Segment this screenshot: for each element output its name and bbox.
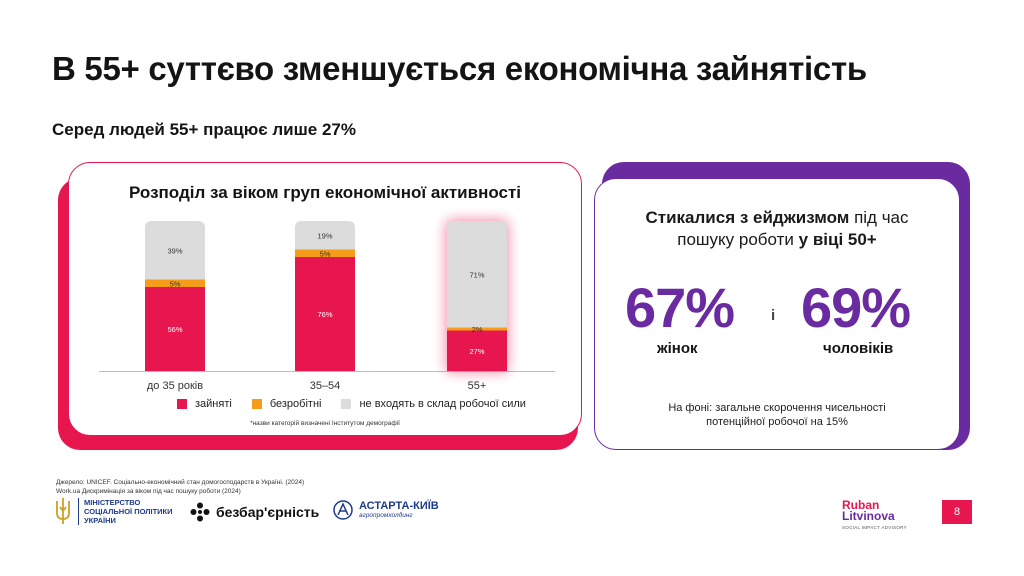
- legend-swatch-inactive: [341, 399, 352, 409]
- bar-segment-1-0: [145, 279, 205, 287]
- legend-swatch-employed: [177, 399, 187, 409]
- astarta-text: АСТАРТА-КИЇВ агропромхолдинг: [359, 500, 439, 520]
- women-label: жінок: [657, 340, 698, 357]
- bar-label-0-1: 76%: [317, 310, 332, 319]
- women-percent: 67%: [625, 276, 735, 339]
- bar-segment-1-1: [295, 249, 355, 257]
- men-percent: 69%: [801, 276, 911, 339]
- legend-item-unemployed: безробітні: [251, 398, 322, 410]
- bar-segment-2-2: [447, 221, 507, 328]
- men-label: чоловіків: [823, 340, 894, 357]
- chart-card: Розподіл за віком груп економічної актив…: [68, 162, 582, 436]
- background-note: На фоні: загальне скорочення чисельності…: [595, 401, 959, 429]
- page-subtitle: Серед людей 55+ працює лише 27%: [52, 120, 356, 139]
- astarta-emblem-icon: [333, 500, 353, 520]
- ministry-logo: МІНІСТЕРСТВО СОЦІАЛЬНОЇ ПОЛІТИКИ УКРАЇНИ: [54, 497, 173, 525]
- ministry-line-2: СОЦІАЛЬНОЇ ПОЛІТИКИ: [84, 506, 173, 516]
- ministry-name: МІНІСТЕРСТВО СОЦІАЛЬНОЇ ПОЛІТИКИ УКРАЇНИ: [78, 497, 173, 525]
- source-line-2: Work.ua Дискримінація за віком під час п…: [56, 488, 241, 495]
- bar-label-2-0: 39%: [167, 246, 182, 255]
- bar-segment-1-2: [447, 327, 507, 331]
- legend-item-employed: зайняті: [177, 398, 232, 410]
- legend-label-unemployed: безробітні: [269, 398, 322, 410]
- chart-legend: зайняті безробітні не входять в склад ро…: [177, 398, 526, 410]
- chart-footnote: *назви категорій визначені Інститутом де…: [250, 420, 400, 427]
- ruban-litvinova-logo: Ruban Litvinova SOCIAL IMPACT ADVISORY: [842, 498, 907, 533]
- astarta-sub-text: агропромхолдинг: [359, 512, 413, 519]
- bar-label-0-0: 56%: [167, 325, 182, 334]
- category-label-1: 35–54: [310, 380, 341, 392]
- bar-segment-2-0: [145, 221, 205, 280]
- bezbariernist-logo: безбар'єрність: [190, 502, 319, 522]
- bar-label-1-1: 5%: [320, 249, 331, 258]
- astarta-logo: АСТАРТА-КИЇВ агропромхолдинг: [333, 500, 439, 520]
- bar-label-1-2: 2%: [472, 325, 483, 334]
- ministry-line-1: МІНІСТЕРСТВО: [84, 497, 141, 507]
- bar-label-1-0: 5%: [170, 279, 181, 288]
- ageism-heading-bold-1: Стикалися з ейджизмом: [645, 208, 850, 227]
- rl-line-1: Ruban: [842, 498, 880, 512]
- ageism-heading-text-1: під час: [849, 208, 909, 227]
- category-label-2: 55+: [468, 380, 487, 392]
- bar-segment-0-1: [295, 257, 355, 371]
- bar-stack-0: [145, 221, 205, 371]
- chart-title: Розподіл за віком груп економічної актив…: [129, 183, 521, 202]
- ageism-card: Стикалися з ейджизмом під час пошуку роб…: [594, 178, 960, 450]
- category-label-0: до 35 років: [147, 380, 203, 392]
- background-note-line-2: потенційної робочої на 15%: [706, 416, 848, 428]
- bar-segment-2-1: [295, 221, 355, 250]
- ageism-heading-bold-2: у віці 50+: [798, 230, 877, 249]
- bar-label-0-2: 27%: [469, 347, 484, 356]
- legend-item-inactive: не входять в склад робочої сили: [341, 398, 526, 410]
- legend-swatch-unemployed: [251, 399, 262, 409]
- ministry-line-3: УКРАЇНИ: [84, 515, 116, 525]
- astarta-main-text: АСТАРТА-КИЇВ: [359, 500, 439, 512]
- stacked-bar-chart: 56% 5% 39% до 35 років 76% 5% 19% 35–54 27% 2% 71%…: [99, 219, 555, 392]
- legend-label-employed: зайняті: [195, 398, 232, 410]
- rl-line-2: Litvinova: [842, 509, 895, 523]
- ageism-heading-text-2: пошуку роботи: [677, 230, 799, 249]
- rl-line-3: SOCIAL IMPACT ADVISORY: [842, 525, 907, 530]
- trident-icon: [56, 498, 70, 524]
- bar-stack-1: [295, 221, 355, 371]
- legend-label-inactive: не входять в склад робочої сили: [359, 398, 526, 410]
- and-label: і: [771, 307, 776, 324]
- source-line-1: Джерело: UNICEF. Соціально-економічний с…: [56, 479, 305, 486]
- page-number: 8: [942, 500, 972, 524]
- page-title: В 55+ суттєво зменшується економічна зай…: [52, 50, 867, 87]
- bar-label-2-2: 71%: [469, 270, 484, 279]
- bar-segment-0-0: [145, 287, 205, 371]
- bar-label-2-1: 19%: [317, 231, 332, 240]
- bar-segment-0-2: [447, 330, 507, 371]
- ageism-heading: Стикалися з ейджизмом під час пошуку роб…: [595, 207, 959, 251]
- bezbariernist-text: безбар'єрність: [216, 504, 320, 520]
- background-note-line-1: На фоні: загальне скорочення чисельності: [668, 402, 886, 414]
- flower-dots-icon: [190, 502, 210, 522]
- source-note: Джерело: UNICEF. Соціально-економічний с…: [56, 478, 304, 496]
- bar-stack-2: [447, 221, 507, 371]
